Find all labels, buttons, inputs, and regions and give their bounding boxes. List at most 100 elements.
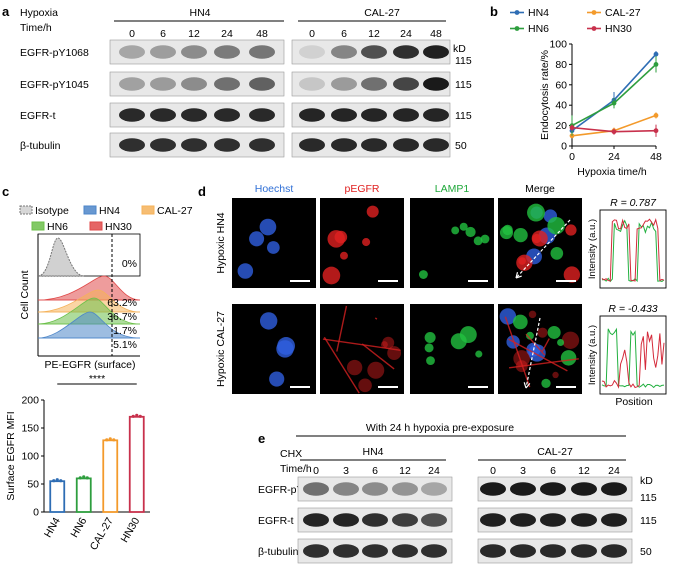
membrane-signal	[508, 338, 568, 372]
time-label: 48	[430, 28, 442, 40]
y-tick-label: 60	[555, 79, 567, 91]
blot-band	[361, 45, 387, 59]
panel-e: e With 24 h hypoxia pre-exposure CHX Tim…	[258, 422, 657, 564]
time-label: 3	[343, 465, 349, 477]
bar-dot	[59, 479, 63, 483]
blot-band	[392, 544, 418, 558]
cell-signal	[382, 336, 395, 349]
channel-header: pEGFR	[344, 183, 379, 195]
y-tick-label: 100	[21, 451, 39, 463]
panel-a-blot-rows: EGFR-pY1068 115 EGFR-pY1045 115 EGFR-t 115 β-t…	[20, 39, 472, 158]
cell-signal	[334, 230, 348, 244]
panel-d-letter: d	[198, 184, 206, 199]
blot-band	[361, 108, 387, 122]
blot-band	[299, 138, 325, 152]
hist-sample-curve	[37, 311, 141, 339]
blot-band	[181, 45, 207, 59]
blot-row-label: β-tubulin	[20, 140, 61, 152]
blot-band	[423, 138, 449, 152]
cell-signal	[513, 228, 528, 243]
time-label: 24	[428, 465, 440, 477]
data-point	[653, 113, 659, 118]
blot-band	[362, 513, 388, 527]
panel-c-flow-histogram: 0% 63.2% 36.7% 1.7% 5.1%	[37, 233, 141, 357]
blot-band	[601, 513, 627, 527]
legend-label: HN6	[47, 221, 68, 233]
cell-signal	[450, 333, 467, 350]
blot-band	[214, 45, 240, 59]
hist-isotype-box	[37, 233, 141, 277]
blot-band	[601, 544, 627, 558]
time-label: 48	[256, 28, 268, 40]
blot-band	[331, 77, 357, 91]
cell-signal	[547, 216, 565, 235]
panel-d-channel-headers: Hoechst pEGFR LAMP1 Merge	[255, 183, 555, 195]
cell-signal	[532, 233, 542, 244]
blot-band	[333, 544, 359, 558]
cell-signal	[259, 312, 278, 330]
legend-swatch	[141, 205, 155, 215]
hist-percent-label: 5.1%	[113, 339, 137, 351]
blot-band	[480, 513, 506, 527]
panel-d-intensity-profiles: R = 0.787 Intensity (a.u.) R = -0.433 Inten…	[587, 197, 667, 395]
panel-d-micrographs	[232, 198, 582, 394]
cell-signal	[550, 247, 564, 260]
membrane-signal	[525, 333, 546, 356]
blot-band	[214, 138, 240, 152]
bar	[128, 415, 145, 513]
cell-signal	[475, 350, 483, 358]
cell-signal	[528, 310, 537, 319]
blot-band	[393, 138, 419, 152]
hist-sample-curve	[37, 297, 141, 325]
cell-signal	[526, 331, 534, 340]
panel-a-row-header-1: Hypoxia	[20, 7, 58, 19]
panel-c-legend: Isotype HN4 CAL-27 HN6 HN30	[19, 205, 193, 233]
blot-band	[362, 544, 388, 558]
hist-sample-curve	[37, 275, 141, 301]
profile-frame	[599, 315, 667, 395]
blot-band	[361, 77, 387, 91]
x-tick-label: HN4	[42, 515, 63, 539]
blot-band	[331, 45, 357, 59]
panel-b: b HN4 CAL-27 HN6 HN30 0 20 40 60 80 100 0 24 48 End…	[490, 4, 662, 178]
line-scan-arrow	[515, 219, 571, 279]
legend-label: HN30	[105, 221, 132, 233]
cell-signal	[424, 343, 434, 353]
bar-dot	[82, 475, 86, 479]
blot-band	[150, 138, 176, 152]
membrane-signal	[322, 338, 401, 351]
cell-signal	[527, 203, 545, 222]
y-tick-label: 100	[549, 39, 567, 51]
blot-band	[571, 513, 597, 527]
cell-signal	[451, 226, 460, 235]
channel-header: Hoechst	[255, 183, 294, 195]
x-tick-label: 24	[608, 151, 620, 163]
line-scan-arrowhead	[523, 382, 531, 389]
blot-band	[393, 108, 419, 122]
bar	[75, 477, 92, 513]
time-label: 6	[341, 28, 347, 40]
profile-red-trace	[601, 331, 665, 389]
blot-band	[480, 544, 506, 558]
cell-signal	[269, 371, 285, 387]
bar-dot	[112, 438, 116, 442]
panel-a-group-left: HN4	[189, 7, 210, 19]
legend-label: HN6	[528, 23, 549, 35]
cell-signal	[561, 331, 580, 349]
cell-signal	[277, 337, 295, 355]
cell-signal	[366, 205, 379, 218]
data-point	[569, 133, 575, 139]
legend-marker	[591, 10, 597, 15]
blot-band	[480, 482, 506, 496]
cell-signal	[552, 371, 559, 379]
legend-marker	[514, 10, 520, 15]
blot-band	[423, 45, 449, 59]
blot-band	[249, 138, 275, 152]
membrane-signal	[508, 358, 579, 369]
time-label: 0	[490, 465, 496, 477]
blot-band	[299, 45, 325, 59]
panel-e-row-header-2: Time/h	[280, 463, 312, 475]
cell-signal	[267, 241, 280, 254]
blot-row-label: EGFR-pY1045	[20, 79, 89, 91]
